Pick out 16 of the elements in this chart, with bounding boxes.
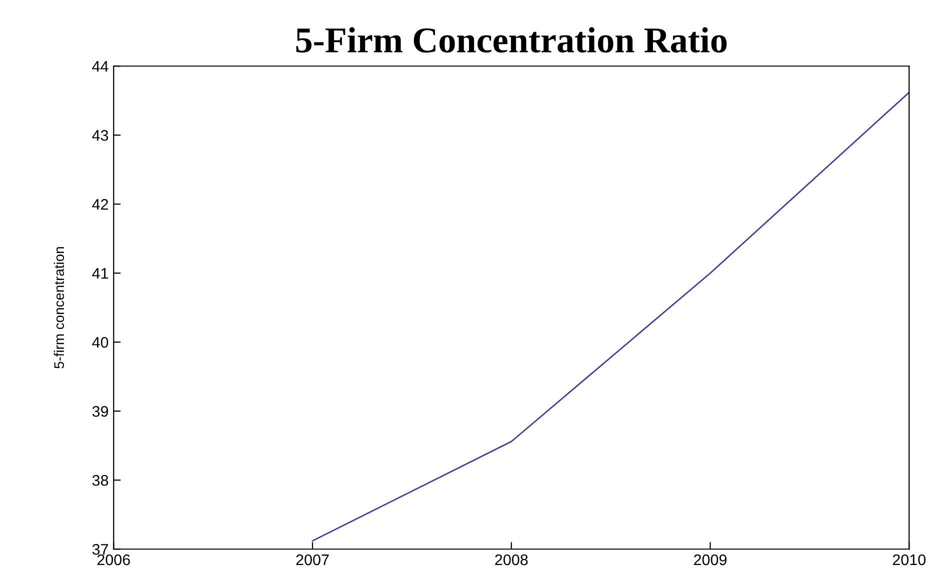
x-tick-label: 2006 <box>97 554 130 566</box>
x-tick-label: 2007 <box>296 554 329 566</box>
x-tick-label: 2010 <box>892 554 926 566</box>
y-tick-label: 43 <box>92 130 108 141</box>
y-tick-label: 38 <box>92 474 108 486</box>
y-axis-title: 5-firm concentration <box>54 247 64 368</box>
line-series <box>312 92 910 542</box>
y-tick-label: 40 <box>92 336 108 348</box>
x-tick-label: 2008 <box>495 554 528 566</box>
y-tick-label: 37 <box>92 544 108 555</box>
y-tick-label: 42 <box>92 198 108 210</box>
y-tick-label: 39 <box>92 406 108 417</box>
x-tick-label: 2009 <box>694 554 727 566</box>
chart-title: 5-Firm Concentration Ratio <box>296 27 727 53</box>
y-tick-label: 41 <box>92 268 108 279</box>
y-tick-label: 44 <box>92 61 108 72</box>
